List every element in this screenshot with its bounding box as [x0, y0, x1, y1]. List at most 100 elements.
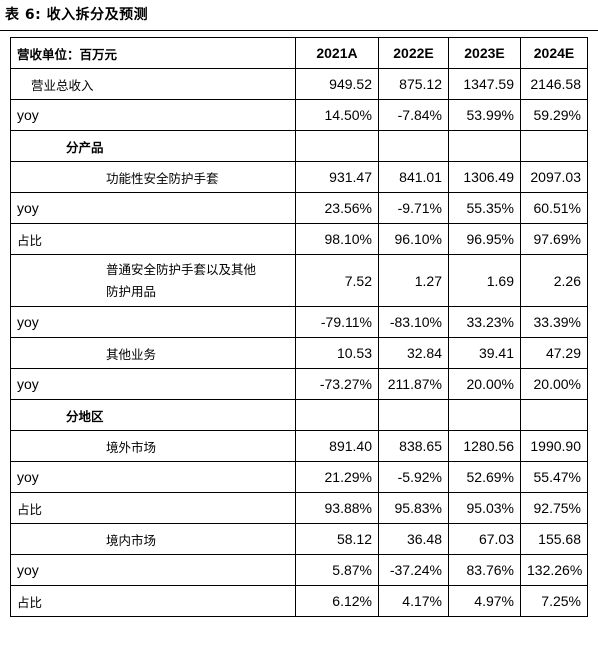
header-year: 2024E: [520, 37, 588, 69]
row-value: 23.56%: [295, 192, 379, 224]
table-row: 功能性安全防护手套 931.47 841.01 1306.49 2097.03: [10, 161, 588, 193]
row-label: yoy: [10, 306, 296, 338]
row-value: 93.88%: [295, 492, 379, 524]
row-label: 普通安全防护手套以及其他 防护用品: [10, 254, 296, 307]
row-value: [295, 399, 379, 431]
row-value: 47.29: [520, 337, 588, 369]
row-value: 1347.59: [448, 68, 521, 100]
row-value: 841.01: [378, 161, 449, 193]
row-value: 20.00%: [448, 368, 521, 400]
row-value: 33.39%: [520, 306, 588, 338]
row-value: -37.24%: [378, 554, 449, 586]
caption-divider: [0, 30, 598, 31]
header-unit-label: 营收单位：百万元: [10, 37, 296, 69]
row-value: 58.12: [295, 523, 379, 555]
row-value: 838.65: [378, 430, 449, 462]
row-value: -83.10%: [378, 306, 449, 338]
row-value: 36.48: [378, 523, 449, 555]
table-row: 分产品: [10, 130, 588, 162]
row-label: yoy: [10, 461, 296, 493]
table-row: 占比 98.10% 96.10% 96.95% 97.69%: [10, 223, 588, 255]
row-value: 60.51%: [520, 192, 588, 224]
row-value: 1.27: [378, 254, 449, 307]
table-row: 分地区: [10, 399, 588, 431]
table-row: 占比 93.88% 95.83% 95.03% 92.75%: [10, 492, 588, 524]
table-row: 普通安全防护手套以及其他 防护用品 7.52 1.27 1.69 2.26: [10, 254, 588, 307]
row-value: [378, 399, 449, 431]
row-value: 14.50%: [295, 99, 379, 131]
row-label: 分产品: [10, 130, 296, 162]
table-row: yoy 21.29% -5.92% 52.69% 55.47%: [10, 461, 588, 493]
table-row: 占比 6.12% 4.17% 4.97% 7.25%: [10, 585, 588, 617]
row-value: 4.17%: [378, 585, 449, 617]
row-label: 境外市场: [10, 430, 296, 462]
table-row: yoy -73.27% 211.87% 20.00% 20.00%: [10, 368, 588, 400]
row-value: 20.00%: [520, 368, 588, 400]
row-label: 境内市场: [10, 523, 296, 555]
row-value: 96.95%: [448, 223, 521, 255]
row-label: 占比: [10, 585, 296, 617]
row-label: yoy: [10, 192, 296, 224]
row-value: 5.87%: [295, 554, 379, 586]
table-row: yoy 5.87% -37.24% 83.76% 132.26%: [10, 554, 588, 586]
row-label: yoy: [10, 368, 296, 400]
row-value: 52.69%: [448, 461, 521, 493]
header-year: 2023E: [448, 37, 521, 69]
row-value: 2097.03: [520, 161, 588, 193]
row-label: 营业总收入: [10, 68, 296, 100]
row-value: 67.03: [448, 523, 521, 555]
row-label: 占比: [10, 223, 296, 255]
row-value: [520, 399, 588, 431]
row-value: 59.29%: [520, 99, 588, 131]
row-value: 32.84: [378, 337, 449, 369]
table-row: 境内市场 58.12 36.48 67.03 155.68: [10, 523, 588, 555]
row-value: -9.71%: [378, 192, 449, 224]
row-value: 2.26: [520, 254, 588, 307]
table-row: yoy -79.11% -83.10% 33.23% 33.39%: [10, 306, 588, 338]
row-value: [448, 399, 521, 431]
table-row: 境外市场 891.40 838.65 1280.56 1990.90: [10, 430, 588, 462]
header-row: 营收单位：百万元 2021A 2022E 2023E 2024E: [10, 37, 588, 69]
row-value: 1990.90: [520, 430, 588, 462]
revenue-forecast-table: 营收单位：百万元 2021A 2022E 2023E 2024E 营业总收入 94…: [10, 37, 588, 617]
row-label-line: 普通安全防护手套以及其他: [106, 261, 257, 277]
row-value: 949.52: [295, 68, 379, 100]
row-value: 53.99%: [448, 99, 521, 131]
row-value: 55.47%: [520, 461, 588, 493]
row-value: [520, 130, 588, 162]
row-value: 1306.49: [448, 161, 521, 193]
row-label: 其他业务: [10, 337, 296, 369]
row-value: 1280.56: [448, 430, 521, 462]
row-value: 875.12: [378, 68, 449, 100]
row-label: 功能性安全防护手套: [10, 161, 296, 193]
row-value: 2146.58: [520, 68, 588, 100]
row-label-line: 防护用品: [106, 283, 157, 299]
row-value: 1.69: [448, 254, 521, 307]
table-row: 其他业务 10.53 32.84 39.41 47.29: [10, 337, 588, 369]
row-value: 95.83%: [378, 492, 449, 524]
row-value: 97.69%: [520, 223, 588, 255]
row-value: 7.25%: [520, 585, 588, 617]
table-row: 营业总收入 949.52 875.12 1347.59 2146.58: [10, 68, 588, 100]
row-value: -73.27%: [295, 368, 379, 400]
row-value: 95.03%: [448, 492, 521, 524]
row-value: 39.41: [448, 337, 521, 369]
table-row: yoy 23.56% -9.71% 55.35% 60.51%: [10, 192, 588, 224]
row-value: [448, 130, 521, 162]
row-value: 132.26%: [520, 554, 588, 586]
row-value: 4.97%: [448, 585, 521, 617]
row-value: 7.52: [295, 254, 379, 307]
row-value: 10.53: [295, 337, 379, 369]
table-row: yoy 14.50% -7.84% 53.99% 59.29%: [10, 99, 588, 131]
row-value: 55.35%: [448, 192, 521, 224]
row-value: 931.47: [295, 161, 379, 193]
row-value: 98.10%: [295, 223, 379, 255]
row-value: 33.23%: [448, 306, 521, 338]
row-value: -5.92%: [378, 461, 449, 493]
header-year: 2021A: [295, 37, 379, 69]
table-body: 营业总收入 949.52 875.12 1347.59 2146.58 yoy 14.50%…: [10, 68, 588, 617]
header-year: 2022E: [378, 37, 449, 69]
row-label: yoy: [10, 99, 296, 131]
row-value: 6.12%: [295, 585, 379, 617]
row-value: 21.29%: [295, 461, 379, 493]
